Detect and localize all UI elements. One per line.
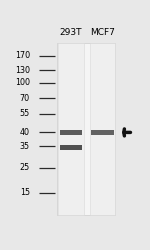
- Text: 293T: 293T: [60, 28, 82, 37]
- Text: 55: 55: [20, 109, 30, 118]
- Text: 100: 100: [15, 78, 30, 88]
- Bar: [60, 130, 82, 135]
- Bar: [60, 145, 82, 150]
- Text: 40: 40: [20, 128, 30, 137]
- Text: 70: 70: [20, 94, 30, 103]
- Text: 15: 15: [20, 188, 30, 197]
- Bar: [91, 130, 114, 135]
- Bar: [58, 44, 84, 215]
- Bar: [90, 44, 115, 215]
- Text: MCF7: MCF7: [90, 28, 115, 37]
- Text: 25: 25: [20, 163, 30, 172]
- Text: 130: 130: [15, 66, 30, 75]
- Text: 35: 35: [20, 142, 30, 151]
- Text: 170: 170: [15, 52, 30, 60]
- Bar: [57, 44, 115, 215]
